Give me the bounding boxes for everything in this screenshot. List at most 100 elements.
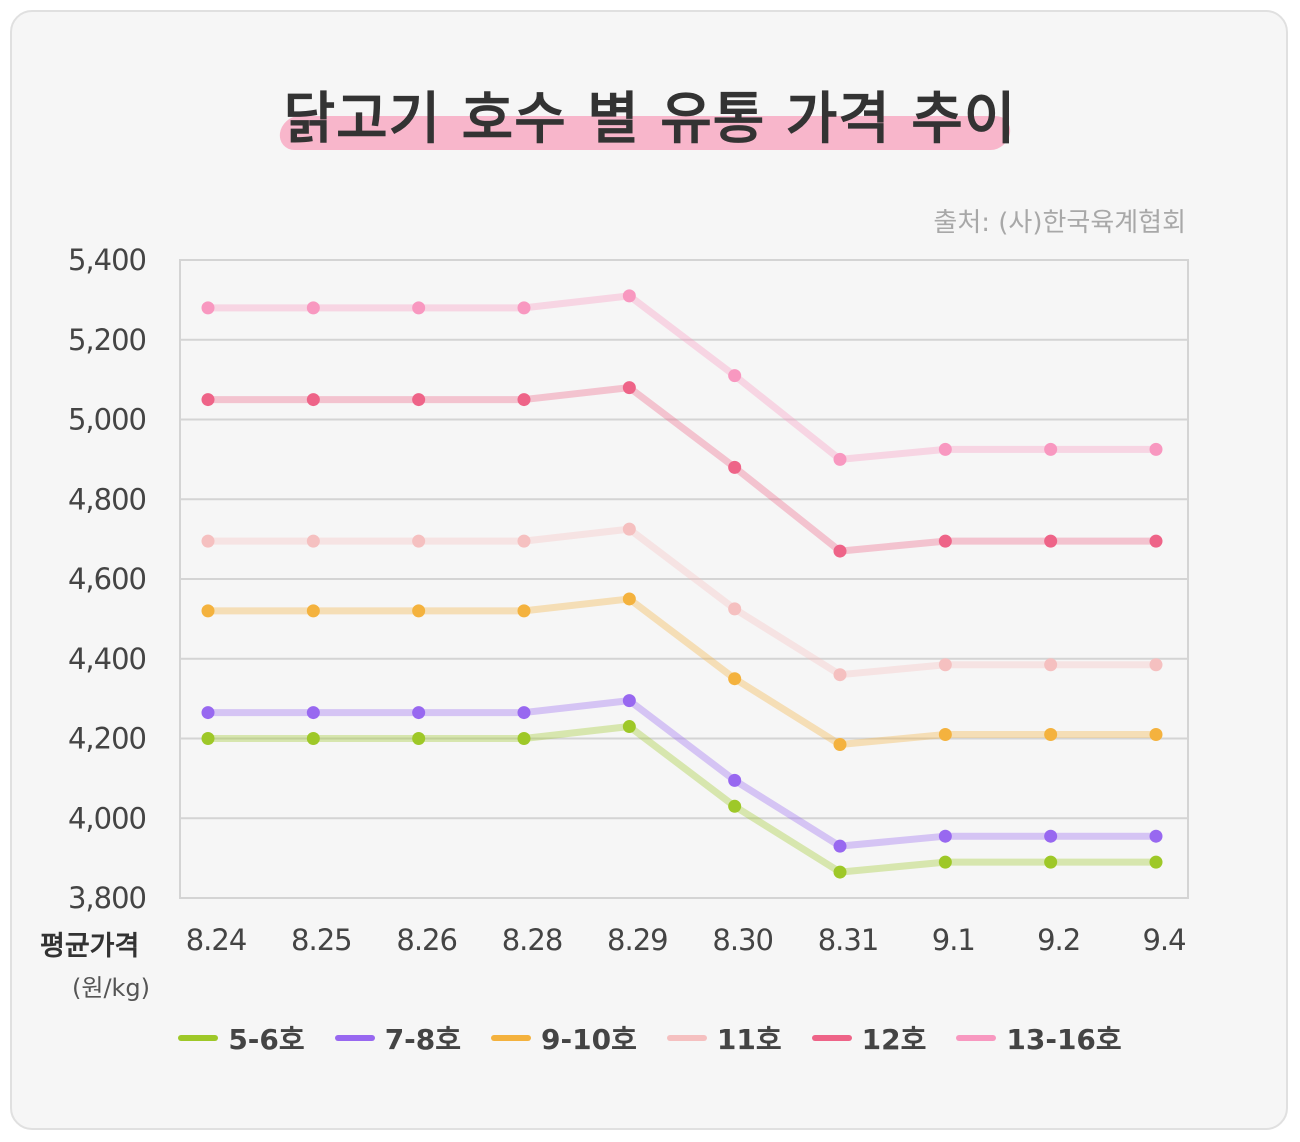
data-point	[1149, 442, 1163, 456]
data-point	[938, 728, 952, 742]
data-point	[1044, 855, 1058, 869]
y-tick-label: 3,800	[68, 881, 146, 915]
data-point	[412, 604, 426, 618]
x-tick-label: 9.4	[1142, 923, 1185, 957]
data-point	[412, 732, 426, 745]
data-point	[728, 672, 742, 686]
data-point	[938, 442, 952, 456]
source-note: 출처: (사)한국육계협회	[933, 208, 1186, 238]
chart-title: 닭고기 호수 별 유통 가격 추이	[283, 87, 1017, 152]
data-point	[1044, 442, 1058, 456]
data-point	[1044, 534, 1058, 548]
data-point	[728, 460, 742, 474]
data-point	[622, 694, 636, 708]
y-tick-label: 4,000	[68, 801, 146, 835]
x-tick-label: 9.2	[1037, 923, 1080, 957]
legend-swatch	[956, 1035, 997, 1041]
title-area: 닭고기 호수 별 유통 가격 추이	[0, 72, 1300, 162]
legend-label: 7-8호	[384, 1023, 462, 1056]
data-point	[517, 534, 531, 548]
y-tick-label: 4,400	[68, 642, 146, 676]
data-point	[833, 452, 847, 466]
series-line	[204, 384, 1160, 555]
legend-swatch	[811, 1035, 852, 1041]
legend-item: 9-10호	[491, 1018, 637, 1058]
x-tick-label: 8.24	[186, 923, 247, 957]
legend-swatch	[178, 1035, 219, 1041]
data-point	[201, 393, 215, 407]
data-point	[833, 865, 847, 879]
data-point	[938, 658, 952, 672]
series-line	[204, 292, 1160, 463]
data-point	[201, 706, 215, 720]
data-point	[306, 393, 320, 407]
y-tick-label: 5,000	[68, 403, 146, 437]
data-point	[201, 301, 215, 315]
data-point	[833, 737, 847, 751]
y-tick-label: 4,600	[68, 562, 146, 596]
data-point	[938, 855, 952, 869]
data-point	[833, 839, 847, 853]
data-point	[622, 720, 636, 734]
legend-item: 5-6호	[178, 1018, 305, 1058]
data-point	[1044, 658, 1058, 672]
data-point	[306, 604, 320, 618]
data-point	[201, 534, 215, 548]
data-point	[412, 534, 426, 548]
data-point	[938, 829, 952, 843]
data-point	[728, 773, 742, 787]
data-point	[622, 592, 636, 606]
x-tick-label: 8.31	[818, 923, 879, 957]
legend-swatch	[491, 1035, 532, 1041]
data-point	[306, 301, 320, 315]
data-point	[517, 393, 531, 407]
legend-label: 12호	[861, 1023, 927, 1056]
legend-swatch	[334, 1035, 375, 1041]
x-axis-unit: (원/kg)	[72, 974, 151, 1002]
legend-item: 7-8호	[334, 1018, 462, 1058]
data-point	[517, 706, 531, 720]
data-point	[1149, 658, 1163, 672]
legend-label: 13-16호	[1006, 1023, 1122, 1056]
data-point	[1044, 829, 1058, 843]
chart-card	[10, 10, 1288, 1130]
data-point	[622, 289, 636, 303]
data-point	[517, 604, 531, 618]
x-tick-label: 8.30	[712, 923, 773, 957]
series-line	[204, 525, 1160, 679]
data-point	[201, 604, 215, 618]
x-tick-label: 8.26	[396, 923, 457, 957]
data-point	[833, 668, 847, 682]
series-line	[204, 697, 1160, 850]
legend-item: 11호	[666, 1018, 782, 1058]
data-point	[728, 799, 742, 813]
legend-label: 5-6호	[228, 1023, 305, 1056]
x-tick-label: 8.28	[502, 923, 563, 957]
legend: 5-6호 7-8호 9-10호 11호 12호 13-16호	[0, 1018, 1300, 1058]
data-point	[306, 732, 320, 745]
data-point	[938, 534, 952, 548]
legend-item: 12호	[811, 1018, 927, 1058]
data-point	[622, 381, 636, 395]
data-point	[622, 522, 636, 536]
x-tick-label: 9.1	[932, 923, 975, 957]
x-tick-label: 8.29	[607, 923, 668, 957]
data-point	[306, 534, 320, 548]
data-point	[1149, 728, 1163, 742]
y-tick-label: 5,200	[68, 323, 146, 357]
data-point	[412, 706, 426, 720]
y-tick-label: 5,400	[68, 243, 146, 277]
data-point	[517, 732, 531, 745]
data-point	[201, 732, 215, 745]
data-point	[1149, 534, 1163, 548]
data-point	[412, 393, 426, 407]
legend-label: 9-10호	[541, 1023, 637, 1056]
x-axis-title: 평균가격	[40, 931, 140, 962]
y-tick-label: 4,200	[68, 722, 146, 756]
series-line	[204, 595, 1160, 748]
data-point	[1149, 855, 1163, 869]
series-line	[204, 723, 1160, 876]
data-point	[412, 301, 426, 315]
data-point	[306, 706, 320, 720]
